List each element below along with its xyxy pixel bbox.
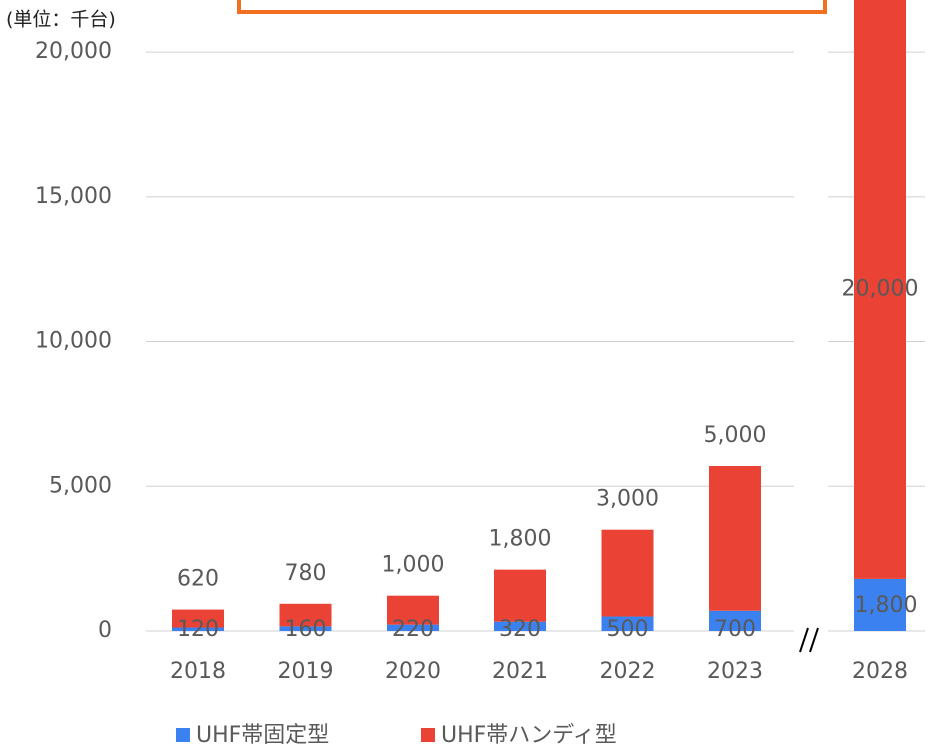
bar-segment [854, 0, 906, 579]
bar-segment [854, 578, 906, 631]
bar-segment [494, 621, 546, 631]
data-label: 1,800 [489, 527, 552, 552]
break-mark [809, 627, 819, 653]
bar-segment [601, 529, 654, 617]
data-label: 3,000 [596, 487, 659, 512]
data-label: 120 [177, 617, 219, 642]
legend-swatch [176, 728, 190, 742]
data-label: 500 [607, 617, 649, 642]
x-tick-label: 2028 [852, 659, 908, 684]
x-tick-label: 2022 [600, 659, 656, 684]
data-label: 1,800 [855, 593, 918, 618]
bar-segment [709, 610, 761, 631]
bar-segment [279, 626, 332, 631]
bar-segment [387, 595, 439, 625]
bar-segment [709, 466, 761, 611]
x-tick-label: 2020 [385, 659, 441, 684]
bar-segment [279, 603, 332, 627]
data-label: 20,000 [842, 276, 919, 301]
data-label: 160 [285, 617, 327, 642]
legend-swatch [421, 728, 435, 742]
x-tick-label: 2018 [170, 659, 226, 684]
break-mark [799, 627, 809, 653]
bar-segment [601, 616, 654, 631]
data-label: 780 [285, 561, 327, 586]
data-label: 620 [177, 567, 219, 592]
y-tick-label: 5,000 [49, 473, 112, 498]
y-axis-unit: (単位：千台) [6, 9, 116, 31]
annotation-box [237, 0, 827, 14]
legend-label: UHF帯ハンディ型 [441, 723, 617, 748]
bar-segment [387, 624, 439, 631]
legend-label: UHF帯固定型 [196, 723, 329, 748]
data-label: 320 [499, 617, 541, 642]
data-label: 5,000 [704, 423, 767, 448]
data-label: 1,000 [382, 553, 445, 578]
data-label: 220 [392, 617, 434, 642]
x-tick-label: 2023 [707, 659, 763, 684]
axis-break [799, 627, 819, 653]
y-tick-label: 0 [98, 618, 112, 643]
x-tick-label: 2019 [278, 659, 334, 684]
x-tick-label: 2021 [492, 659, 548, 684]
y-tick-label: 15,000 [35, 184, 112, 209]
y-tick-label: 20,000 [35, 39, 112, 64]
y-tick-label: 10,000 [35, 329, 112, 354]
bar-segment [172, 627, 224, 631]
data-label: 700 [714, 617, 756, 642]
bar-segment [172, 609, 224, 628]
bar-segment [494, 569, 546, 622]
